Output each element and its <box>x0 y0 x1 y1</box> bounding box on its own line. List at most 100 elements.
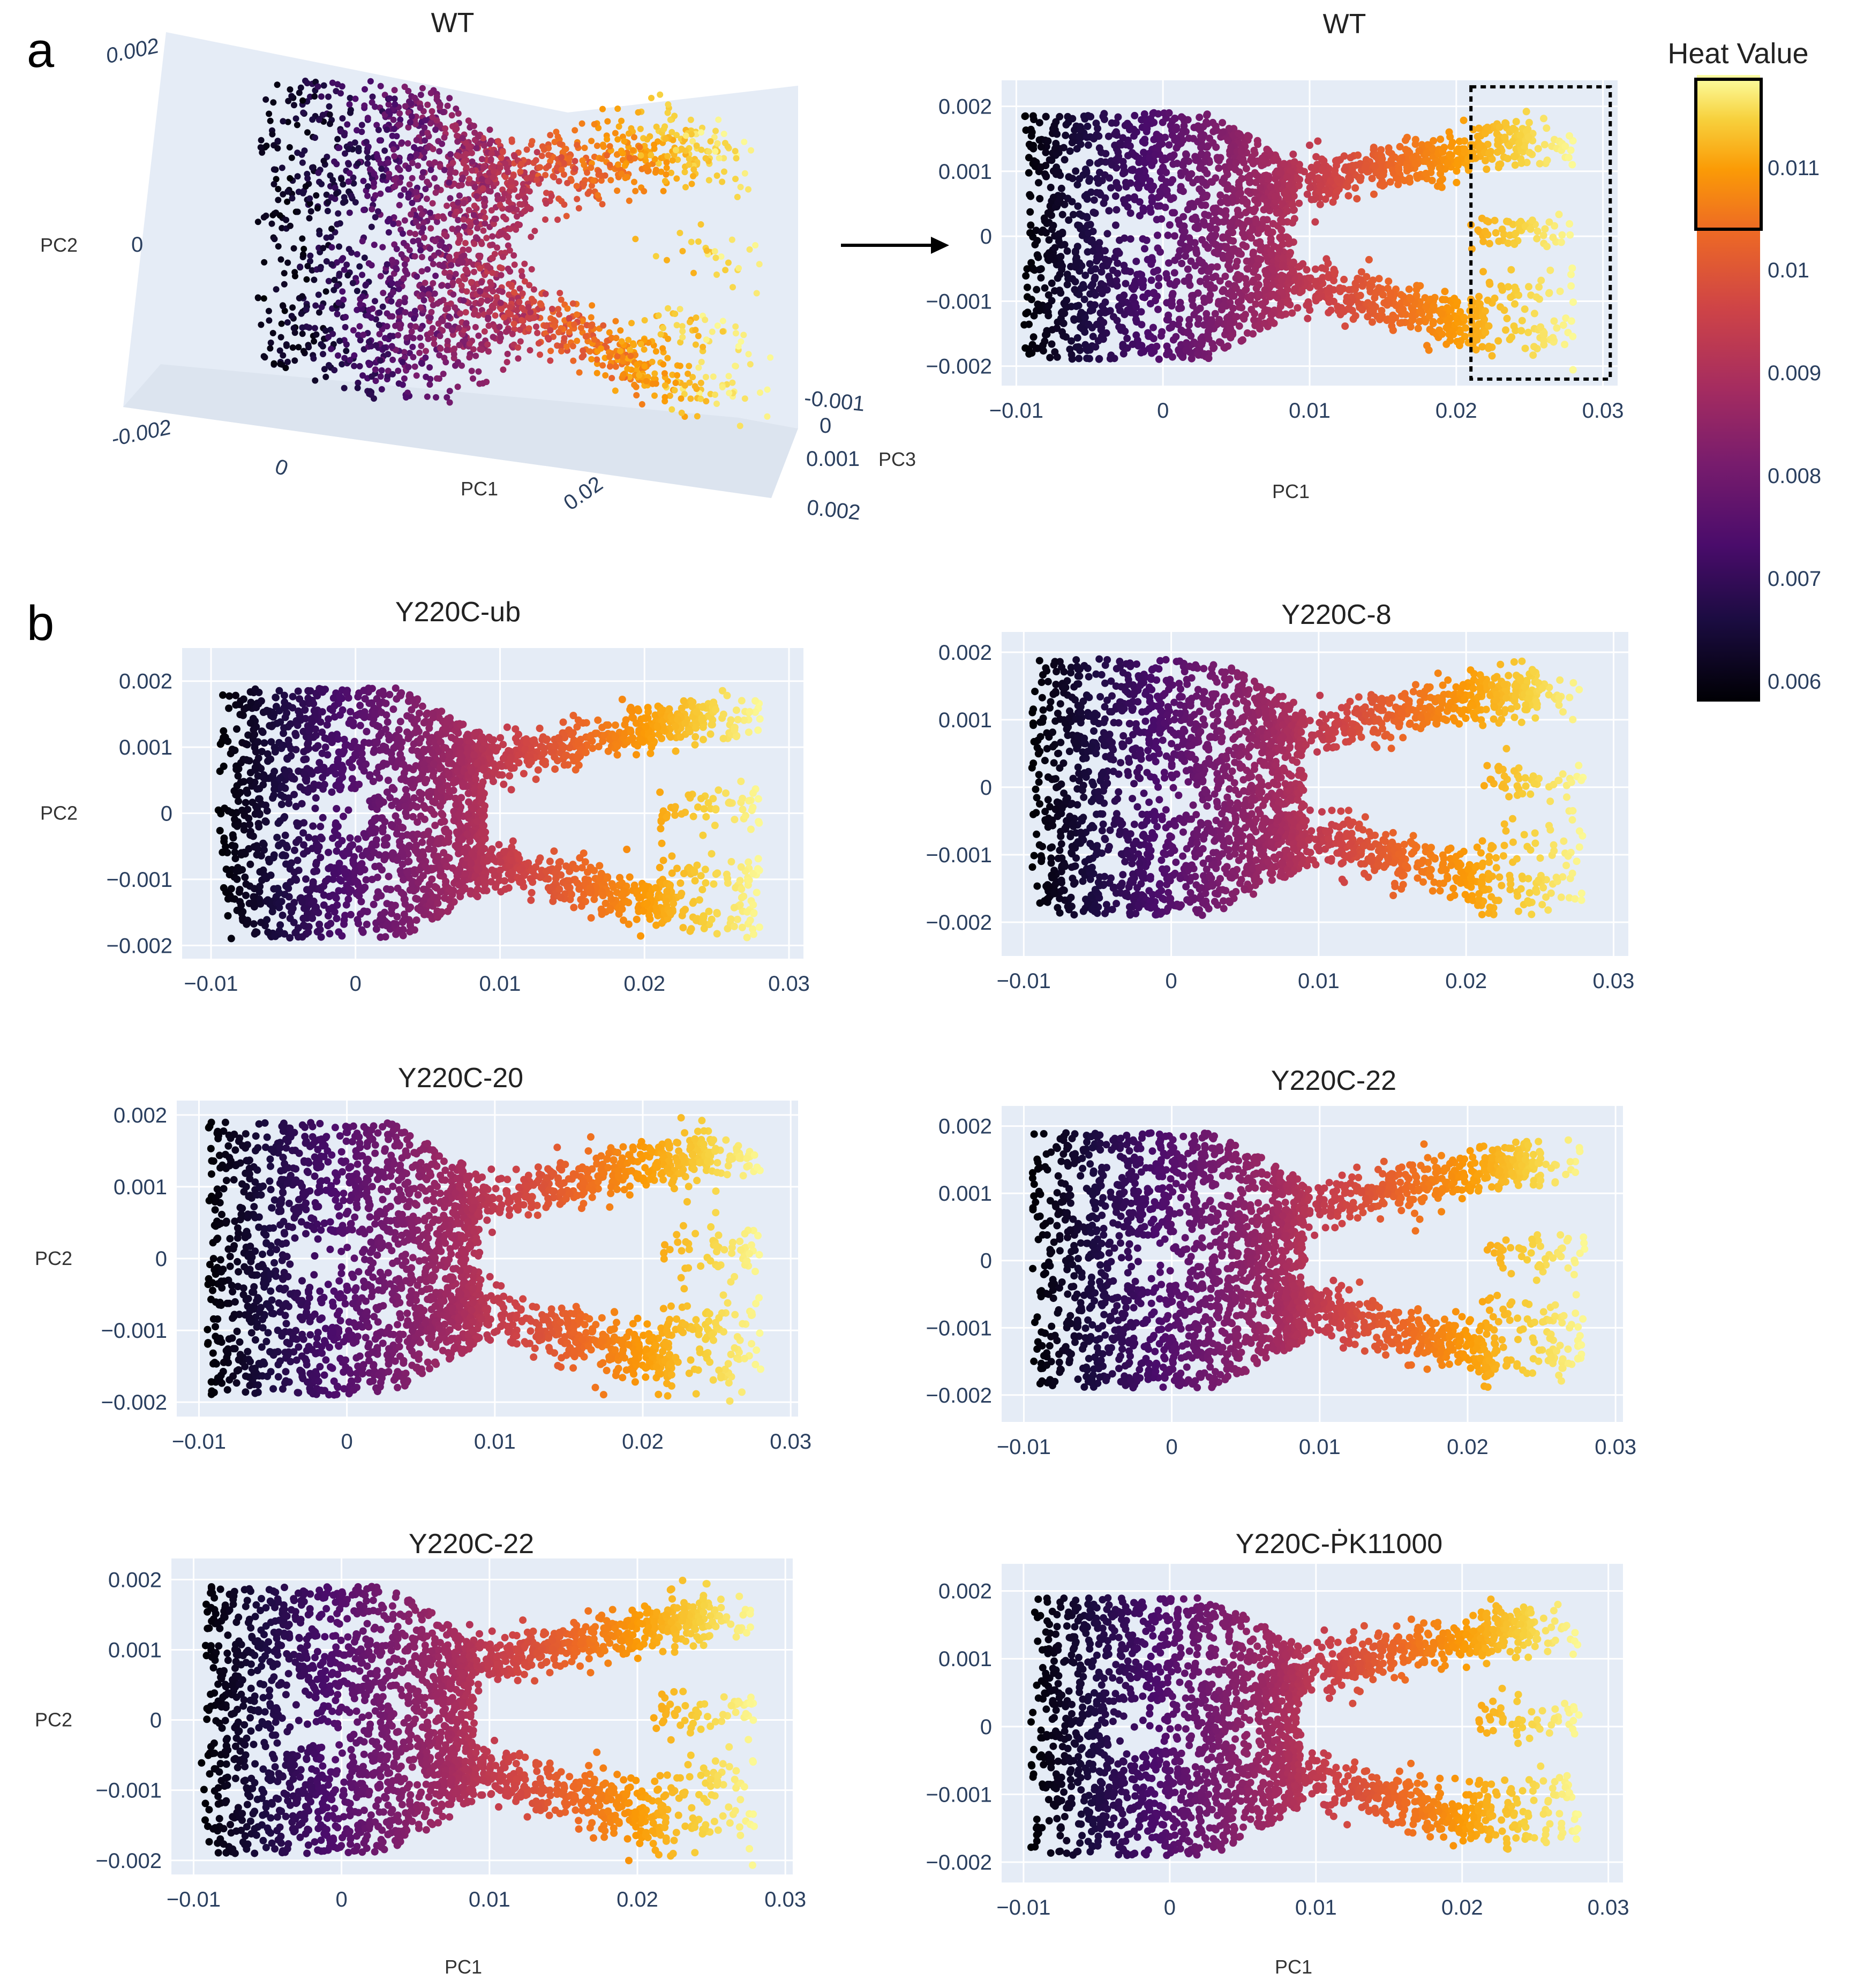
data-point-3d <box>447 151 454 157</box>
data-point-3d <box>677 363 683 369</box>
data-point <box>1043 327 1050 335</box>
data-point-3d <box>287 144 293 150</box>
data-point <box>1054 274 1062 282</box>
data-point <box>1148 350 1155 357</box>
data-point-3d <box>505 169 512 175</box>
data-point <box>1537 277 1545 284</box>
data-point-3d <box>287 175 293 182</box>
data-point <box>1389 327 1397 334</box>
data-point <box>1163 343 1171 350</box>
data-point-3d <box>631 179 637 185</box>
data-point <box>1036 266 1043 273</box>
data-point <box>1042 172 1050 180</box>
data-point <box>1177 239 1185 247</box>
data-point <box>1026 229 1034 237</box>
data-point-3d <box>703 374 709 380</box>
data-point <box>1289 201 1296 209</box>
data-point <box>1407 323 1415 330</box>
data-point <box>1086 260 1094 268</box>
data-point <box>1485 322 1493 330</box>
data-point-3d <box>588 138 595 144</box>
data-point-3d <box>747 361 754 367</box>
data-point-3d <box>284 189 291 195</box>
data-point-3d <box>641 347 648 353</box>
data-point <box>1239 158 1247 165</box>
data-point <box>1105 273 1113 280</box>
data-point-3d <box>258 137 265 144</box>
data-point <box>1147 300 1154 307</box>
data-point <box>1085 321 1093 328</box>
data-point-3d <box>525 304 532 310</box>
data-point-3d <box>663 135 669 142</box>
data-point-3d <box>580 348 586 354</box>
data-point <box>1056 287 1063 294</box>
data-point-3d <box>505 266 512 272</box>
tick-3d-y-top: 0.002 <box>104 34 161 68</box>
data-point <box>1091 301 1099 308</box>
data-point <box>1244 329 1251 337</box>
data-point-3d <box>722 140 728 146</box>
data-point <box>1112 192 1119 200</box>
data-point <box>1048 156 1055 164</box>
data-point-3d <box>574 338 580 344</box>
data-point <box>1402 137 1409 144</box>
data-point-3d <box>395 301 402 307</box>
data-point <box>1485 149 1493 157</box>
data-point <box>1385 277 1392 285</box>
data-point <box>1502 326 1509 334</box>
data-point-3d <box>392 95 398 102</box>
data-point <box>1074 202 1081 210</box>
data-point <box>1193 216 1200 224</box>
data-point-3d <box>557 290 563 296</box>
data-point <box>1244 265 1251 273</box>
data-point <box>1258 225 1265 233</box>
data-point <box>1296 262 1304 270</box>
data-point <box>1114 260 1121 267</box>
data-point-3d <box>533 157 539 163</box>
data-point <box>1140 149 1147 156</box>
data-point-3d <box>653 124 660 130</box>
data-point-3d <box>600 144 607 150</box>
data-point <box>1267 183 1275 191</box>
data-point-3d <box>688 131 695 138</box>
data-point-3d <box>526 325 532 332</box>
data-point-3d <box>689 180 695 187</box>
data-point <box>1084 347 1091 354</box>
data-point-3d <box>460 216 467 223</box>
data-point <box>1364 313 1371 320</box>
data-point-3d <box>481 142 487 149</box>
data-point <box>1250 208 1258 215</box>
data-point-3d <box>335 210 341 217</box>
data-point-3d <box>541 147 547 153</box>
axis-label-3d-pc1: PC1 <box>461 478 498 500</box>
scatter3d-wt: WT 0.002 0 -0.002 PC2 0 0.02 PC1 -0.001 … <box>40 7 916 525</box>
data-point-3d <box>367 78 374 85</box>
data-point-3d <box>634 362 640 368</box>
data-point <box>1389 312 1397 319</box>
data-point-3d <box>570 358 576 364</box>
data-point-3d <box>712 128 719 134</box>
data-point-3d <box>576 205 582 212</box>
data-point-3d <box>389 371 396 378</box>
data-point-3d <box>616 123 622 130</box>
data-point-3d <box>729 237 735 243</box>
data-point-3d <box>662 123 668 130</box>
data-point <box>1072 168 1079 175</box>
data-point <box>1325 309 1332 317</box>
data-point-3d <box>617 327 623 334</box>
tick-label-x: 0.02 <box>1435 399 1477 423</box>
data-point <box>1483 165 1490 173</box>
data-point <box>1494 337 1502 345</box>
data-point-3d <box>403 335 410 341</box>
data-point <box>1507 293 1514 301</box>
data-point <box>1529 351 1537 359</box>
data-point <box>1558 238 1565 246</box>
data-point-3d <box>732 363 738 369</box>
data-point-3d <box>576 370 583 376</box>
data-point-3d <box>289 195 296 201</box>
data-point <box>1131 112 1138 119</box>
data-point-3d <box>463 320 470 326</box>
data-point <box>1259 302 1266 309</box>
data-point <box>1197 278 1204 285</box>
data-point <box>1079 281 1087 289</box>
